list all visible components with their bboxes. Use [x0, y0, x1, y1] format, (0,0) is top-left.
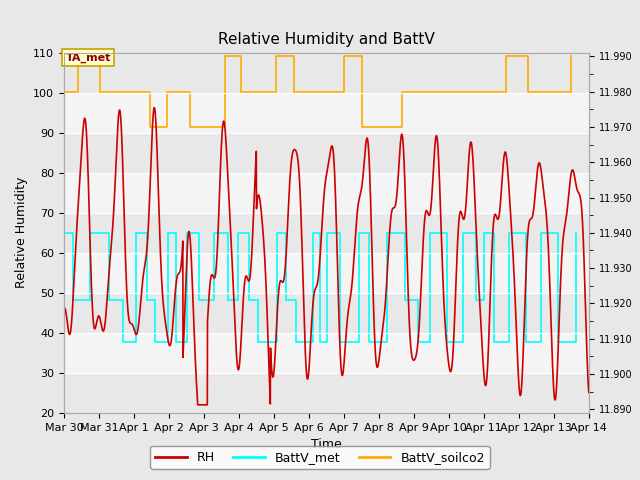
Bar — [64, 133, 589, 173]
BattV_met — [426, 230, 434, 236]
Bar — [64, 373, 589, 413]
Bar — [64, 333, 589, 373]
BattV_soilco2 — [97, 53, 104, 59]
BattV_soilco2 — [60, 89, 68, 95]
Bar — [64, 93, 589, 133]
RH — [120, 200, 128, 206]
BattV_soilco2 — [441, 89, 449, 95]
BattV_met — [119, 339, 127, 345]
BattV_met — [336, 339, 344, 345]
Y-axis label: BattV: BattV — [636, 216, 640, 250]
BattV_soilco2 — [164, 124, 172, 130]
Bar — [64, 253, 589, 293]
BattV_met — [273, 339, 281, 345]
RH — [60, 306, 68, 312]
BattV_soilco2 — [221, 124, 228, 130]
RH — [575, 191, 582, 196]
X-axis label: Time: Time — [311, 438, 342, 451]
Bar — [64, 53, 589, 93]
BattV_soilco2 — [146, 124, 154, 130]
RH — [262, 273, 269, 278]
BattV_met — [183, 230, 191, 236]
BattV_soilco2 — [340, 53, 348, 59]
Line: BattV_soilco2: BattV_soilco2 — [64, 56, 570, 127]
BattV_met — [195, 297, 203, 303]
Line: BattV_met: BattV_met — [64, 233, 576, 342]
Bar — [64, 173, 589, 213]
RH — [151, 109, 159, 115]
Line: RH: RH — [64, 108, 589, 405]
RH — [518, 372, 526, 377]
BattV_soilco2 — [566, 53, 574, 59]
BattV_met — [60, 230, 68, 236]
BattV_soilco2 — [74, 53, 82, 59]
Y-axis label: Relative Humidity: Relative Humidity — [15, 177, 28, 288]
Bar — [64, 293, 589, 333]
RH — [150, 105, 158, 110]
BattV_met — [255, 339, 262, 345]
RH — [194, 402, 202, 408]
Text: TA_met: TA_met — [66, 53, 111, 63]
Bar — [64, 213, 589, 253]
Legend: RH, BattV_met, BattV_soilco2: RH, BattV_met, BattV_soilco2 — [150, 446, 490, 469]
BattV_met — [572, 230, 580, 236]
Title: Relative Humidity and BattV: Relative Humidity and BattV — [218, 33, 435, 48]
RH — [585, 390, 593, 396]
BattV_soilco2 — [136, 89, 144, 95]
RH — [285, 206, 292, 212]
